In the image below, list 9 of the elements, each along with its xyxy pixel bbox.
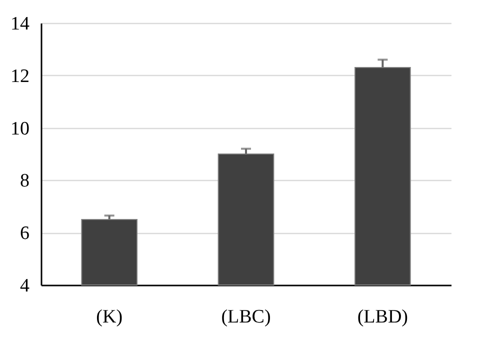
x-tick-label: (LBC) bbox=[221, 306, 271, 328]
y-tick-label: 4 bbox=[20, 276, 30, 296]
x-tick-label: (LBD) bbox=[357, 306, 408, 328]
y-tick-label: 6 bbox=[20, 223, 30, 244]
y-tick-label: 8 bbox=[20, 170, 30, 192]
y-tick-label: 14 bbox=[10, 14, 30, 34]
y-tick-label: 12 bbox=[10, 66, 30, 87]
y-tick-label: 10 bbox=[10, 118, 30, 140]
x-tick-label: (K) bbox=[96, 306, 123, 328]
